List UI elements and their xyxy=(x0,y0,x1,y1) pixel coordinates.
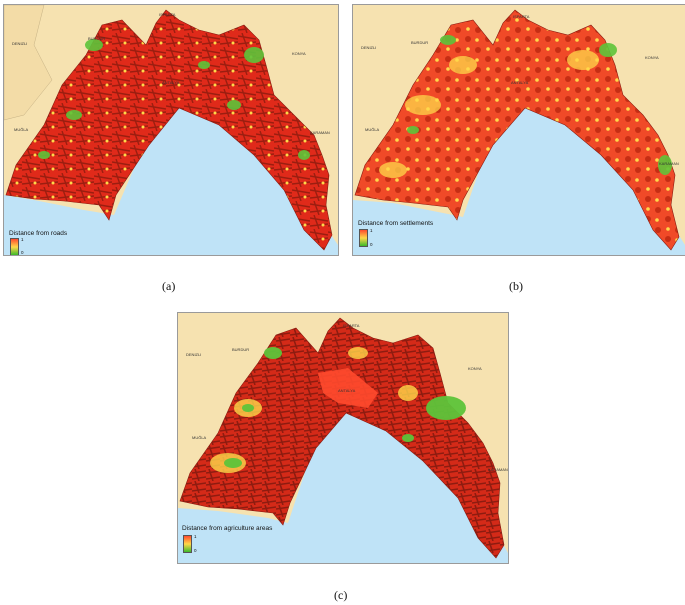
place-label: MUĞLA xyxy=(365,127,380,132)
legend-max: 1 xyxy=(370,228,373,233)
legend-min: 0 xyxy=(194,548,197,553)
place-label: MUĞLA xyxy=(192,435,207,440)
place-label: ISPARTA xyxy=(343,323,360,328)
caption-b: (b) xyxy=(509,279,523,293)
legend-max: 1 xyxy=(21,237,24,242)
legend-color-ramp xyxy=(10,238,19,255)
place-label: KONYA xyxy=(645,55,659,60)
province-area xyxy=(179,317,505,559)
legend-color-ramp xyxy=(183,535,192,553)
place-label: ISPARTA xyxy=(159,12,176,17)
map-a xyxy=(4,5,338,255)
legend-max: 1 xyxy=(194,534,197,539)
caption-c: (c) xyxy=(334,588,348,602)
map-b xyxy=(353,5,685,255)
place-label: ANTALYA xyxy=(162,80,180,85)
map-panel-a: ISPARTA BURDUR DENIZLI KONYA MUĞLA ANTAL… xyxy=(3,4,339,256)
place-label: ISPARTA xyxy=(513,14,530,19)
place-label: KARAMAN xyxy=(659,161,679,166)
place-label: KONYA xyxy=(292,51,306,56)
legend-title: Distance from agriculture areas xyxy=(182,525,273,532)
province-area xyxy=(354,9,680,251)
legend-min: 0 xyxy=(21,250,24,255)
place-label: BURDUR xyxy=(232,347,250,352)
caption-a: (a) xyxy=(162,279,176,293)
legend-color-ramp xyxy=(359,229,368,247)
place-label: DENIZLI xyxy=(186,352,202,357)
place-label: BURDUR xyxy=(88,36,106,41)
legend-title: Distance from roads xyxy=(9,230,68,237)
place-label: ANTALYA xyxy=(511,80,529,85)
place-label: BURDUR xyxy=(411,40,429,45)
map-panel-c: ISPARTA BURDUR DENIZLI KONYA MUĞLA ANTAL… xyxy=(177,312,509,564)
map-panel-b: ISPARTA BURDUR DENIZLI KONYA MUĞLA ANTAL… xyxy=(352,4,685,256)
place-label: ANTALYA xyxy=(338,388,356,393)
place-label: KONYA xyxy=(468,366,482,371)
legend-min: 0 xyxy=(370,242,373,247)
place-label: KARAMAN xyxy=(310,130,330,135)
map-c xyxy=(178,313,508,563)
legend-title: Distance from settlements xyxy=(358,220,434,227)
province-area xyxy=(5,9,333,251)
place-label: MUĞLA xyxy=(14,127,29,132)
place-label: DENIZLI xyxy=(12,41,28,46)
place-label: DENIZLI xyxy=(361,45,377,50)
place-label: KARAMAN xyxy=(488,467,508,472)
